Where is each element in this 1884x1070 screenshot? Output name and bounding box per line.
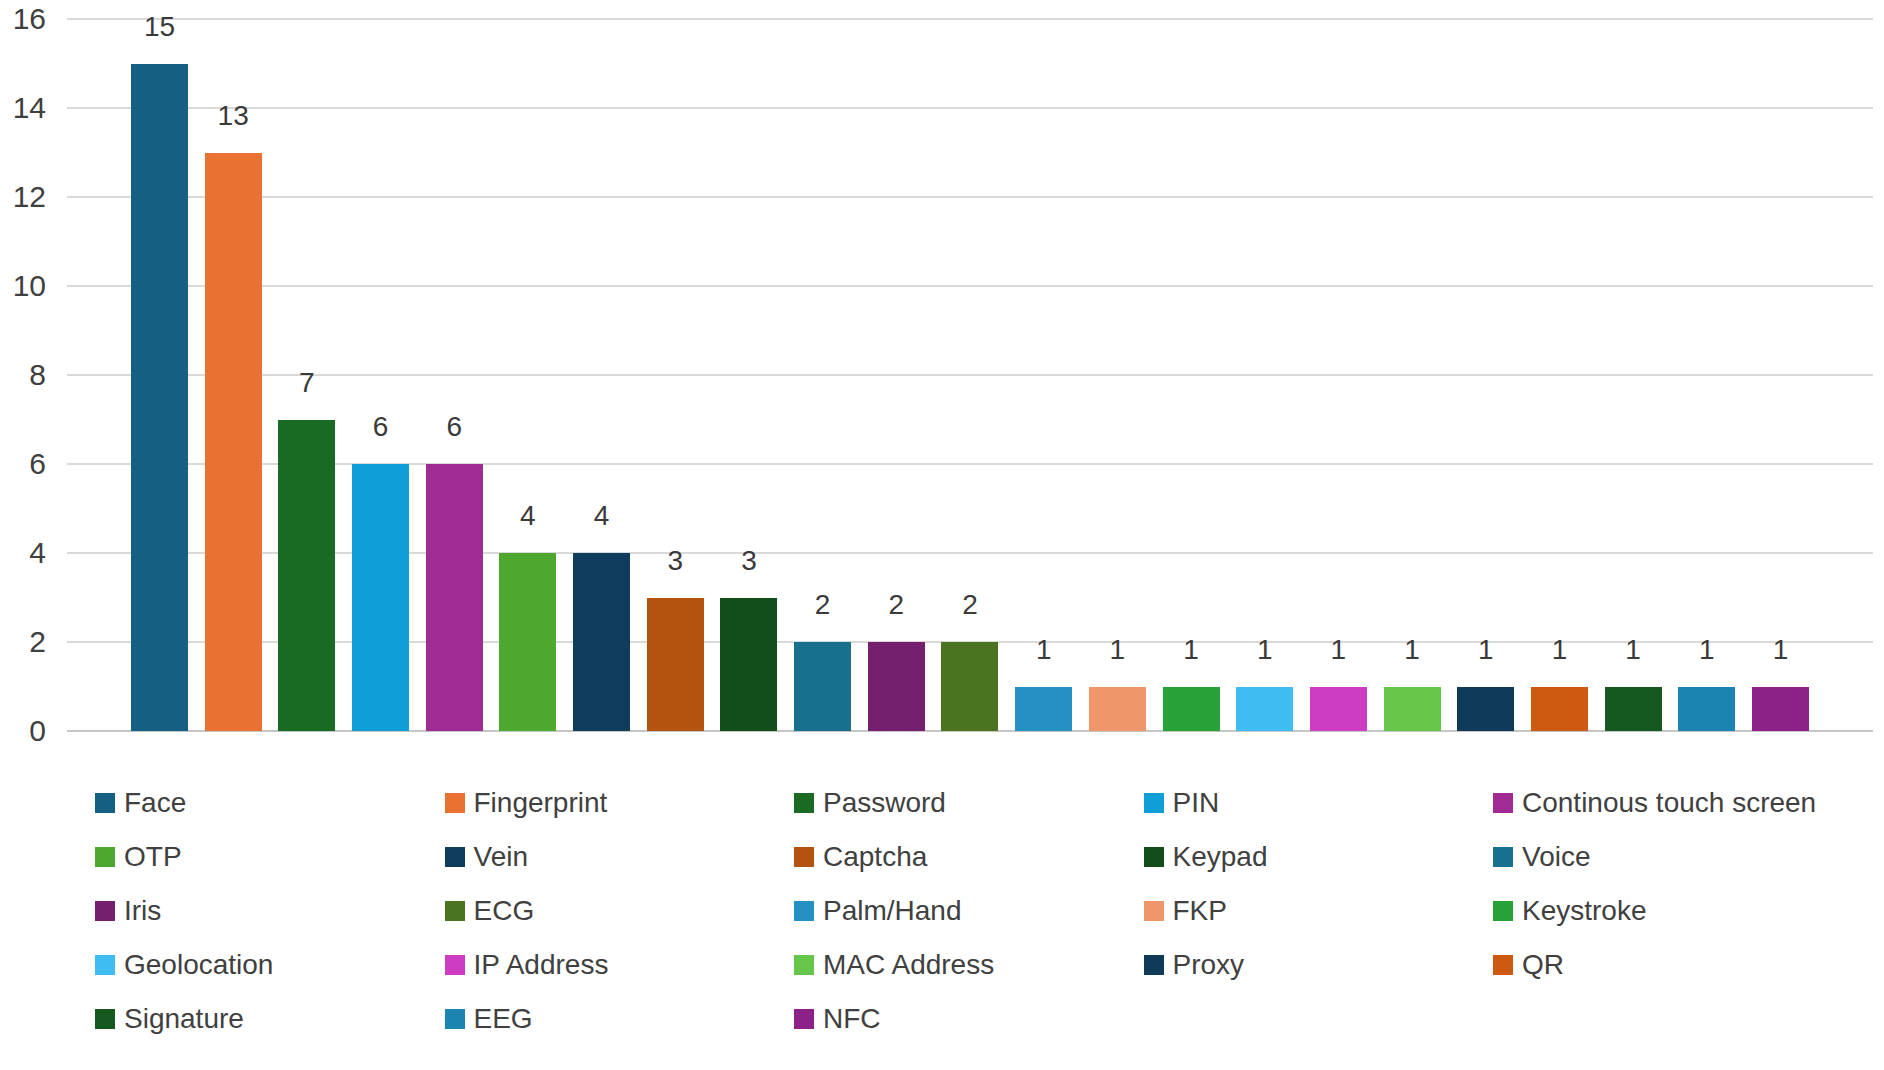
legend-color-swatch xyxy=(794,793,814,813)
legend-item-continous-touch-screen: Continous touch screen xyxy=(1493,786,1816,820)
legend-label: Voice xyxy=(1522,841,1591,873)
legend-item-pin: PIN xyxy=(1144,786,1220,820)
legend-color-swatch xyxy=(794,955,814,975)
legend-label: Palm/Hand xyxy=(823,895,962,927)
legend-color-swatch xyxy=(1493,793,1513,813)
legend-color-swatch xyxy=(1493,847,1513,867)
legend-color-swatch xyxy=(1493,955,1513,975)
legend-item-palm-hand: Palm/Hand xyxy=(794,894,962,928)
legend-item-mac-address: MAC Address xyxy=(794,948,994,982)
legend-color-swatch xyxy=(445,847,465,867)
legend-item-ip-address: IP Address xyxy=(445,948,609,982)
legend-item-face: Face xyxy=(95,786,186,820)
legend-item-captcha: Captcha xyxy=(794,840,927,874)
legend-color-swatch xyxy=(95,1009,115,1029)
legend-label: Signature xyxy=(124,1003,244,1035)
legend-label: EEG xyxy=(474,1003,533,1035)
legend-label: ECG xyxy=(474,895,535,927)
legend-color-swatch xyxy=(445,793,465,813)
legend-color-swatch xyxy=(95,793,115,813)
legend-item-signature: Signature xyxy=(95,1002,244,1036)
legend-color-swatch xyxy=(95,901,115,921)
legend-color-swatch xyxy=(445,955,465,975)
legend-item-fingerprint: Fingerprint xyxy=(445,786,608,820)
legend-label: Keypad xyxy=(1173,841,1268,873)
legend-color-swatch xyxy=(794,847,814,867)
legend-color-swatch xyxy=(1144,793,1164,813)
legend-item-ecg: ECG xyxy=(445,894,535,928)
legend-item-vein: Vein xyxy=(445,840,529,874)
legend-label: FKP xyxy=(1173,895,1227,927)
legend-item-iris: Iris xyxy=(95,894,161,928)
legend-label: Iris xyxy=(124,895,161,927)
legend-label: NFC xyxy=(823,1003,881,1035)
legend-item-keystroke: Keystroke xyxy=(1493,894,1647,928)
legend-label: Geolocation xyxy=(124,949,273,981)
bar-chart: 02468101214161513766443322211111111111 F… xyxy=(0,0,1884,1070)
legend-label: Fingerprint xyxy=(474,787,608,819)
legend-label: Vein xyxy=(474,841,529,873)
legend-label: Captcha xyxy=(823,841,927,873)
legend-color-swatch xyxy=(1144,955,1164,975)
legend-item-voice: Voice xyxy=(1493,840,1591,874)
legend-label: Keystroke xyxy=(1522,895,1647,927)
legend-label: OTP xyxy=(124,841,182,873)
legend-item-fkp: FKP xyxy=(1144,894,1227,928)
legend-label: Password xyxy=(823,787,946,819)
legend-color-swatch xyxy=(1144,901,1164,921)
legend-color-swatch xyxy=(1144,847,1164,867)
legend-color-swatch xyxy=(445,1009,465,1029)
legend-item-qr: QR xyxy=(1493,948,1564,982)
legend-item-nfc: NFC xyxy=(794,1002,881,1036)
legend-color-swatch xyxy=(95,847,115,867)
legend-label: Continous touch screen xyxy=(1522,787,1816,819)
chart-legend: Face Fingerprint Password PIN Continous touc… xyxy=(0,0,1884,1070)
legend-color-swatch xyxy=(445,901,465,921)
legend-label: QR xyxy=(1522,949,1564,981)
legend-item-password: Password xyxy=(794,786,946,820)
legend-color-swatch xyxy=(1493,901,1513,921)
legend-color-swatch xyxy=(794,901,814,921)
legend-color-swatch xyxy=(95,955,115,975)
legend-label: IP Address xyxy=(474,949,609,981)
legend-label: Proxy xyxy=(1173,949,1245,981)
legend-label: PIN xyxy=(1173,787,1220,819)
legend-label: Face xyxy=(124,787,186,819)
legend-item-keypad: Keypad xyxy=(1144,840,1268,874)
legend-item-proxy: Proxy xyxy=(1144,948,1245,982)
legend-color-swatch xyxy=(794,1009,814,1029)
legend-label: MAC Address xyxy=(823,949,994,981)
legend-item-eeg: EEG xyxy=(445,1002,533,1036)
legend-item-otp: OTP xyxy=(95,840,182,874)
legend-item-geolocation: Geolocation xyxy=(95,948,273,982)
